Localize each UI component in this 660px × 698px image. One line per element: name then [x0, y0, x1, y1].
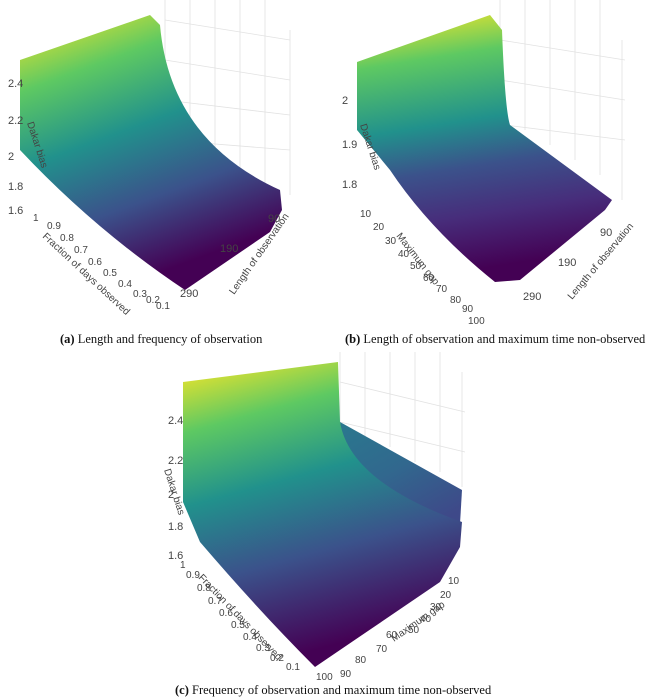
y-tick: 90: [462, 304, 474, 315]
chart-panel-c: 2.4 2.2 2 1.8 1.6 Dakar bias 1 0.9 0.8 0…: [150, 352, 510, 683]
caption-c-tag: (c): [175, 683, 189, 697]
y-tick: 20: [373, 222, 385, 233]
y-tick: 0.4: [243, 632, 257, 643]
chart-a-surface: [20, 15, 282, 290]
z-tick: 2.2: [168, 455, 183, 467]
chart-c-zaxis: 2.4 2.2 2 1.8 1.6 Dakar bias: [161, 415, 186, 562]
y-tick: 0.5: [103, 268, 117, 279]
x-tick: 190: [558, 257, 576, 269]
caption-c: (c) Frequency of observation and maximum…: [175, 683, 491, 698]
y-tick: 0.7: [208, 596, 222, 607]
y-tick: 1: [180, 560, 186, 571]
y-tick: 70: [436, 284, 448, 295]
chart-b-svg: 2 1.9 1.8 Dakar bias 10 20 30 40 50 60 7…: [342, 0, 636, 327]
z-tick: 1.8: [342, 179, 357, 191]
z-tick: 2.4: [168, 415, 183, 427]
z-tick: 1.6: [168, 550, 183, 562]
z-tick: 1.8: [168, 521, 183, 533]
y-tick: 0.8: [60, 233, 74, 244]
z-axis-label: Dakar bias: [161, 468, 186, 517]
y-tick: 0.2: [146, 295, 160, 306]
y-tick: 0.4: [118, 279, 132, 290]
y-tick: 1: [33, 213, 39, 224]
chart-c-grid: [339, 352, 466, 487]
y-tick: 0.6: [219, 608, 233, 619]
y-tick: 0.1: [156, 301, 170, 312]
chart-a-svg: 2.4 2.2 2 1.8 1.6 Dakar bias 1 0.9 0.8 0…: [8, 0, 292, 318]
y-tick: 0.3: [133, 289, 147, 300]
x-tick: 90: [600, 227, 612, 239]
y-tick: 0.7: [74, 245, 88, 256]
y-tick: 80: [450, 295, 462, 306]
y-tick: 30: [385, 236, 397, 247]
x-tick: 60: [386, 630, 398, 641]
x-tick: 100: [316, 672, 333, 682]
y-tick: 0.9: [47, 221, 61, 232]
chart-panel-a: 2.4 2.2 2 1.8 1.6 Dakar bias 1 0.9 0.8 0…: [0, 0, 330, 330]
x-tick: 70: [376, 644, 388, 655]
y-tick: 0.1: [286, 662, 300, 673]
y-tick: 0.5: [231, 620, 245, 631]
x-tick: 90: [268, 213, 280, 225]
y-tick: 60: [423, 273, 435, 284]
y-tick: 0.2: [270, 653, 284, 664]
z-tick: 2: [8, 151, 14, 163]
y-tick: 10: [360, 209, 372, 220]
x-tick: 290: [180, 288, 198, 300]
z-tick: 2.2: [8, 115, 23, 127]
y-tick: 0.3: [256, 643, 270, 654]
caption-b-text: Length of observation and maximum time n…: [363, 332, 646, 346]
chart-panel-b: 2 1.9 1.8 Dakar bias 10 20 30 40 50 60 7…: [330, 0, 660, 330]
x-tick: 40: [420, 614, 432, 625]
z-tick: 2.4: [8, 78, 23, 90]
x-tick: 80: [355, 655, 367, 666]
z-tick: 1.8: [8, 181, 23, 193]
caption-c-text: Frequency of observation and maximum tim…: [192, 683, 492, 697]
z-tick: 1.6: [8, 205, 23, 217]
z-tick: 2: [342, 95, 348, 107]
y-tick: 0.6: [88, 257, 102, 268]
x-tick: 10: [448, 576, 460, 587]
x-tick: 30: [430, 602, 442, 613]
caption-a-text: Length and frequency of observation: [77, 332, 263, 346]
y-tick: 50: [410, 261, 422, 272]
chart-c-surface: [183, 362, 462, 667]
y-tick: 0.9: [186, 570, 200, 581]
x-tick: 190: [220, 243, 238, 255]
x-tick: 90: [340, 669, 352, 680]
x-tick: 50: [408, 625, 420, 636]
chart-b-surface: [357, 15, 612, 282]
y-tick: 40: [398, 249, 410, 260]
caption-b-tag: (b): [345, 332, 361, 346]
caption-b: (b) Length of observation and maximum ti…: [345, 332, 645, 347]
x-tick: 20: [440, 590, 452, 601]
caption-a: (a) Length and frequency of observation: [60, 332, 262, 347]
z-tick: 1.9: [342, 139, 357, 151]
x-tick: 290: [523, 291, 541, 303]
caption-a-tag: (a): [60, 332, 75, 346]
y-tick: 100: [468, 316, 485, 327]
chart-c-svg: 2.4 2.2 2 1.8 1.6 Dakar bias 1 0.9 0.8 0…: [161, 352, 466, 683]
z-tick: 2: [168, 489, 174, 501]
y-tick: 0.8: [197, 583, 211, 594]
